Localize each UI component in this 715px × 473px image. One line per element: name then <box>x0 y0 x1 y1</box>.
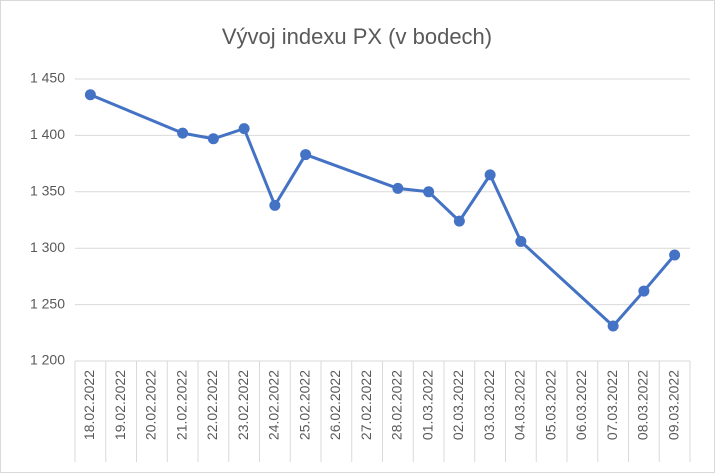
x-tick-label: 01.03.2022 <box>419 370 435 440</box>
y-tick-label: 1 250 <box>30 295 65 311</box>
data-point <box>607 320 619 332</box>
x-tick-label: 21.02.2022 <box>173 370 189 440</box>
data-point <box>669 249 681 261</box>
data-point <box>515 235 527 247</box>
x-tick-label: 04.03.2022 <box>512 370 528 440</box>
y-tick-label: 1 450 <box>30 70 65 86</box>
y-tick-label: 1 350 <box>30 183 65 199</box>
y-tick-label: 1 300 <box>30 239 65 255</box>
data-point <box>269 199 281 211</box>
x-tick-label: 18.02.2022 <box>81 370 97 440</box>
x-tick-label: 05.03.2022 <box>542 370 558 440</box>
data-point <box>453 215 465 227</box>
data-point <box>238 123 250 135</box>
data-point <box>84 89 96 101</box>
x-tick-label: 03.03.2022 <box>481 370 497 440</box>
x-tick-label: 28.02.2022 <box>389 370 405 440</box>
data-point <box>392 182 404 194</box>
data-point <box>423 186 435 198</box>
x-tick-label: 27.02.2022 <box>358 370 374 440</box>
data-point <box>638 285 650 297</box>
data-point <box>484 169 496 181</box>
x-tick-label: 06.03.2022 <box>573 370 589 440</box>
x-tick-label: 26.02.2022 <box>327 370 343 440</box>
data-point <box>207 133 219 145</box>
x-tick-label: 23.02.2022 <box>235 370 251 440</box>
x-tick-label: 07.03.2022 <box>604 370 620 440</box>
chart-title: Vývoj indexu PX (v bodech) <box>222 24 492 49</box>
y-tick-label: 1 400 <box>30 126 65 142</box>
data-point <box>300 149 312 161</box>
x-tick-label: 02.03.2022 <box>450 370 466 440</box>
data-point <box>177 127 189 139</box>
x-tick-label: 25.02.2022 <box>296 370 312 440</box>
x-tick-label: 08.03.2022 <box>635 370 651 440</box>
x-tick-label: 22.02.2022 <box>204 370 220 440</box>
x-tick-label: 19.02.2022 <box>112 370 128 440</box>
x-tick-label: 20.02.2022 <box>143 370 159 440</box>
x-tick-label: 09.03.2022 <box>665 370 681 440</box>
y-tick-label: 1 200 <box>30 352 65 368</box>
x-tick-label: 24.02.2022 <box>266 370 282 440</box>
